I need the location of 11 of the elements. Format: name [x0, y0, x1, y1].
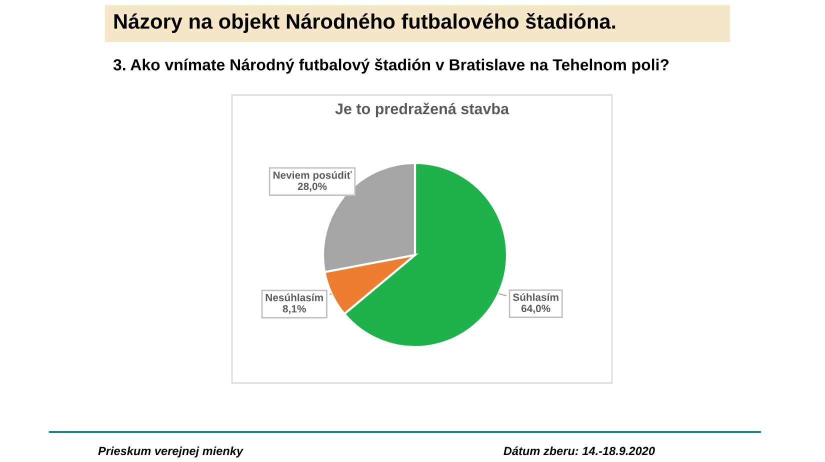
- text: Dátum zberu: 14.-18.9.2020: [504, 446, 655, 456]
- data-label: 64,0%: [521, 304, 550, 314]
- slice-label: Neviem posúdiť: [273, 171, 352, 181]
- slice-label: Súhlasím: [512, 293, 558, 301]
- chart-title: Názory na objekt Národného futbalového štadióna.: [114, 13, 616, 33]
- chart-subtitle: 3. Ako vnímate Národný futbalový štadión v Bratislave na Tehelnom poli?: [113, 58, 669, 74]
- data-label: 28,0%: [298, 182, 327, 192]
- text: Je to predražená stavba: [335, 102, 510, 118]
- data-label: 8,1%: [282, 305, 306, 314]
- text: Prieskum verejnej mienky: [98, 446, 244, 458]
- slice-label: Nesúhlasím: [266, 294, 323, 302]
